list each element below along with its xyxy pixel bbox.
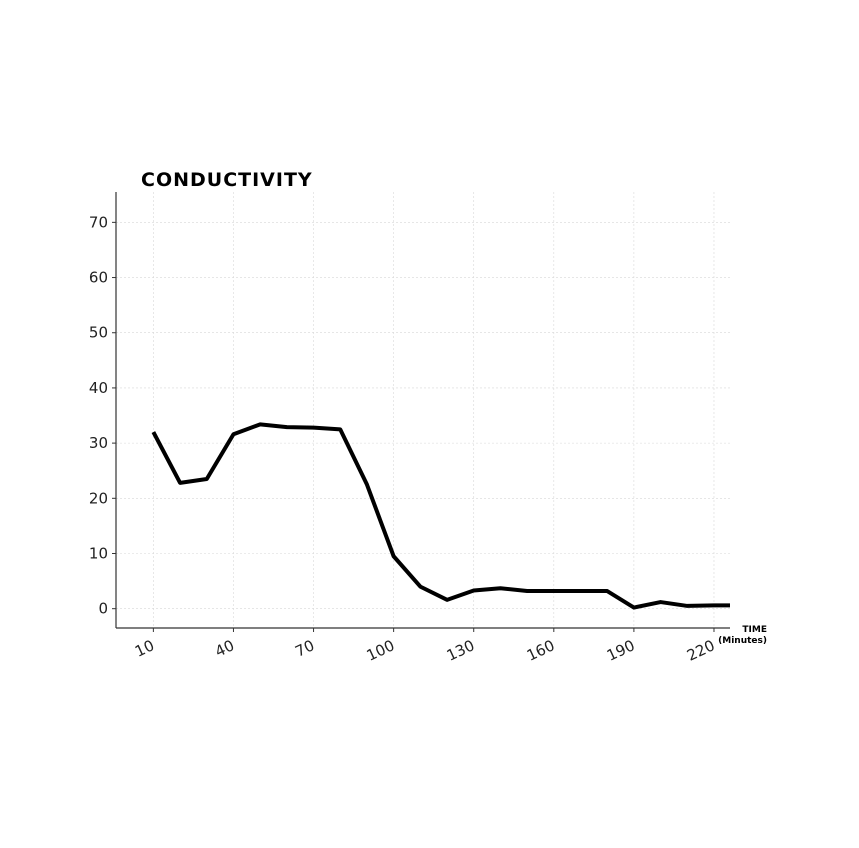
series-layer	[151, 422, 730, 610]
x-tick-label-220: 220	[684, 636, 718, 664]
x-tick-label-160: 160	[524, 636, 558, 664]
y-tick-label-20: 20	[89, 489, 108, 507]
y-tick-label-10: 10	[89, 544, 108, 562]
y-tick-label-30: 30	[89, 434, 108, 452]
x-axis-unit-label: (Minutes)	[718, 636, 767, 646]
y-axis-ticks: 0 10 20 30 40 50 60 70	[89, 213, 116, 618]
y-tick-label-50: 50	[89, 324, 108, 342]
x-tick-label-100: 100	[364, 636, 398, 664]
x-tick-label-40: 40	[212, 636, 237, 660]
y-tick-label-40: 40	[89, 379, 108, 397]
x-tick-label-190: 190	[604, 636, 638, 664]
y-tick-label-60: 60	[89, 269, 108, 287]
y-tick-label-0: 0	[98, 600, 108, 618]
grid	[116, 192, 730, 628]
chart-title: CONDUCTIVITY	[141, 169, 313, 191]
y-tick-label-70: 70	[89, 213, 108, 231]
x-axis-ticks: 10 40 70 100 130 160 190 220	[132, 628, 718, 665]
x-tick-label-130: 130	[444, 636, 478, 664]
series-line-0	[151, 422, 730, 610]
x-tick-label-70: 70	[292, 636, 317, 660]
x-tick-label-10: 10	[132, 636, 157, 660]
x-axis-label: TIME	[742, 625, 767, 635]
